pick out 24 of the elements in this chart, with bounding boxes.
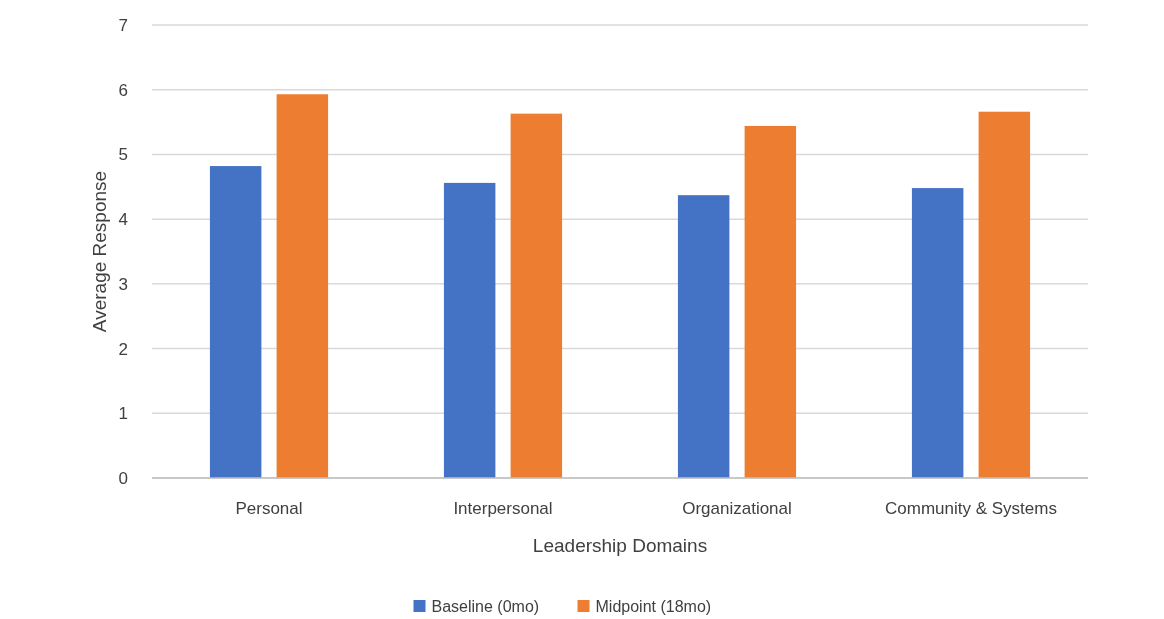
x-axis-title: Leadership Domains xyxy=(532,535,708,556)
x-tick-label: Community & Systems xyxy=(885,499,1057,518)
y-tick-label: 7 xyxy=(118,15,128,35)
bar xyxy=(677,195,730,478)
x-tick-label: Organizational xyxy=(682,499,792,518)
y-tick-label: 1 xyxy=(118,404,128,424)
bar xyxy=(744,125,797,478)
y-tick-label: 0 xyxy=(118,468,128,488)
bar xyxy=(443,182,496,478)
y-tick-label: 4 xyxy=(118,210,128,230)
x-tick-label: Interpersonal xyxy=(453,499,553,518)
bar xyxy=(911,188,964,478)
legend-label: Baseline (0mo) xyxy=(431,597,540,615)
y-tick-label: 2 xyxy=(118,339,128,359)
bar xyxy=(510,113,563,478)
y-axis-title: Average Response xyxy=(89,170,110,333)
x-tick-label: Personal xyxy=(235,499,303,518)
bar xyxy=(276,94,329,478)
legend-label: Midpoint (18mo) xyxy=(595,597,712,615)
y-tick-label: 3 xyxy=(118,274,128,294)
bar xyxy=(209,166,262,478)
bar xyxy=(978,111,1031,478)
y-tick-label: 6 xyxy=(118,80,128,100)
y-tick-label: 5 xyxy=(118,145,128,165)
